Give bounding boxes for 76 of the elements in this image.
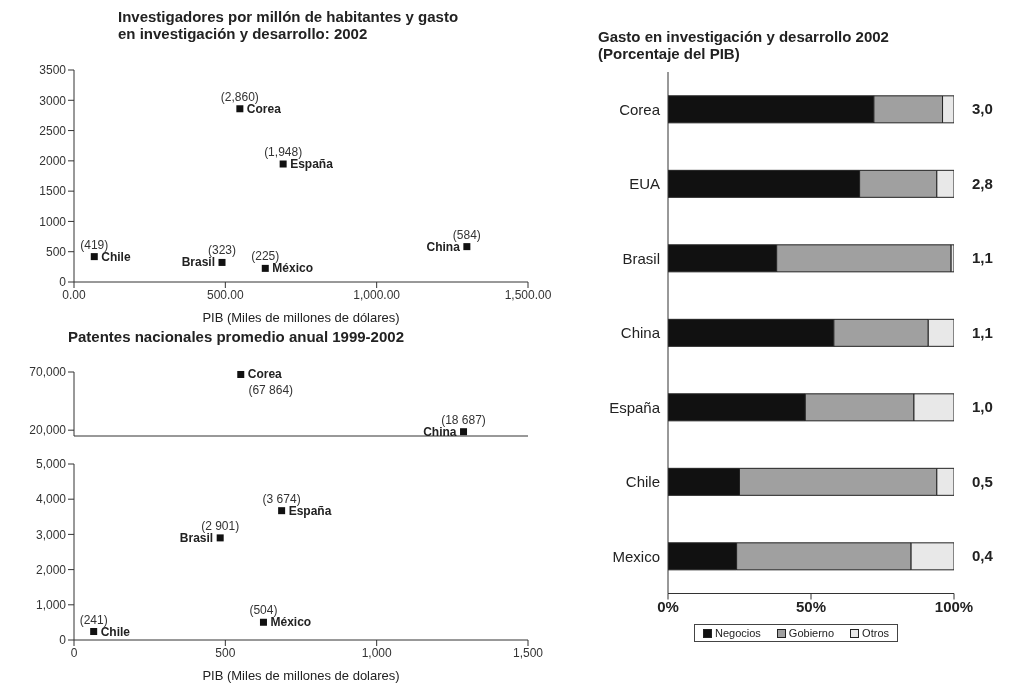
y-tick-label: 4,000 <box>35 492 67 507</box>
text: 1,1 <box>972 323 993 341</box>
data-label: (584) <box>452 227 481 242</box>
y-tick-label: 500 <box>45 244 67 259</box>
y-tick-label: 3000 <box>39 93 67 108</box>
point <box>236 105 244 113</box>
x-axis-title: PIB (Miles de millones de dólares) <box>202 310 400 325</box>
y-tick-label: España <box>609 398 661 416</box>
text: 0,5 <box>972 472 993 490</box>
data-label: (18 687) <box>441 412 486 427</box>
x-tick-label: 0.00 <box>62 287 86 302</box>
series-label: Corea <box>247 367 283 382</box>
x-tick-label: 1,500 <box>512 645 544 660</box>
point <box>278 507 286 515</box>
y-tick-label: 1500 <box>39 184 67 199</box>
y-tick-label: 2500 <box>39 123 67 138</box>
y-tick-label: 3,000 <box>35 527 67 542</box>
x-tick-label: 100% <box>934 598 974 616</box>
point <box>259 618 267 626</box>
y-tick-label: Mexico <box>612 547 660 565</box>
y-tick-label: 2000 <box>39 154 67 169</box>
point <box>261 264 269 272</box>
y-tick-label: China <box>620 324 661 342</box>
series-label: Brasil <box>181 255 215 270</box>
point <box>216 534 224 542</box>
x-tick-label: 1,500.00 <box>504 287 552 302</box>
text: 0,4 <box>972 547 994 565</box>
x-axis-title: PIB (Miles de millones de dolares) <box>202 668 400 683</box>
data-label: (67 864) <box>248 383 294 398</box>
legend-label: Otros <box>861 627 890 639</box>
x-tick-label: 0% <box>657 598 679 616</box>
x-tick-label: 50% <box>795 598 827 616</box>
point <box>463 243 471 251</box>
data-label: (2 901) <box>201 518 240 533</box>
y-tick-label: EUA <box>629 175 660 193</box>
chart-title: Gasto en investigación y desarrollo 2002 (Porcentaje del PIB) <box>598 28 890 62</box>
x-tick-label: 1,000.00 <box>353 287 401 302</box>
y-tick-label: 70,000 <box>29 365 67 380</box>
x-tick-label: 1,000 <box>361 645 393 660</box>
y-tick-label: Chile <box>625 473 660 491</box>
y-tick-label: 3500 <box>39 63 67 78</box>
legend-label: Negocios <box>714 627 761 639</box>
data-label: (225) <box>251 249 280 264</box>
data-label: (3 674) <box>262 491 301 506</box>
point <box>90 628 98 636</box>
text: 1,0 <box>972 398 993 416</box>
data-label: (1,948) <box>264 145 303 160</box>
data-label: (241) <box>79 612 108 627</box>
y-tick-label: Brasil <box>622 249 660 267</box>
x-tick-label: 500.00 <box>206 287 245 302</box>
y-tick-label: 2,000 <box>35 562 67 577</box>
y-tick-label: 1000 <box>39 214 67 229</box>
point <box>90 253 98 261</box>
y-tick-label: 20,000 <box>29 423 67 438</box>
y-tick-label: 5,000 <box>35 457 67 472</box>
text: 2,8 <box>972 174 993 192</box>
data-label: (2,860) <box>220 89 259 104</box>
series-label: China <box>426 239 461 254</box>
data-label: (323) <box>208 243 237 258</box>
chart-title: Investigadores por millón de habitantes y gasto en investigación y desarrollo: 2002 <box>118 8 460 42</box>
series-label: México <box>270 615 312 630</box>
data-label: (504) <box>249 603 278 618</box>
point <box>279 160 287 168</box>
x-tick-label: 0 <box>70 645 78 660</box>
point <box>218 258 226 266</box>
series-label: México <box>272 261 313 276</box>
y-tick-label: Corea <box>619 100 661 118</box>
text: 3,0 <box>972 100 993 118</box>
x-tick-label: 500 <box>215 645 236 660</box>
data-label: (419) <box>80 237 109 252</box>
legend-label: Gobierno <box>787 627 835 639</box>
text: 1,1 <box>972 249 993 267</box>
chart-title: Patentes nacionales promedio anual 1999-2002 <box>68 328 405 347</box>
y-tick-label: 0 <box>59 275 67 290</box>
y-tick-label: 0 <box>59 633 67 648</box>
series-label: España <box>290 157 334 172</box>
